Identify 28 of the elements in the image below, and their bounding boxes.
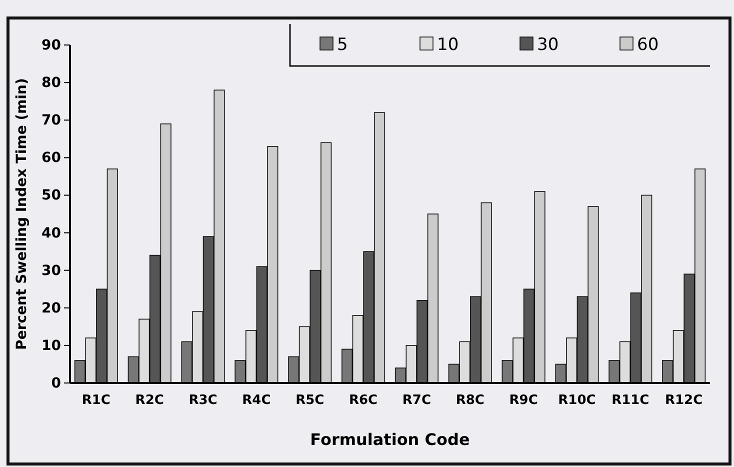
- y-tick-label: 0: [51, 375, 62, 392]
- legend-label: 30: [537, 35, 559, 55]
- x-tick-label: R11C: [612, 393, 650, 408]
- x-tick-label: R6C: [348, 393, 378, 408]
- y-tick-label: 90: [42, 37, 62, 54]
- x-axis-title: Formulation Code: [310, 430, 470, 449]
- x-tick-label: R10C: [558, 393, 596, 408]
- y-tick-label: 60: [42, 150, 62, 166]
- y-tick-label: 50: [42, 188, 62, 204]
- x-tick-label: R3C: [188, 393, 218, 408]
- y-tick-label: 70: [42, 112, 62, 129]
- legend-label: 60: [637, 35, 659, 55]
- x-tick-label: R4C: [242, 393, 271, 408]
- x-tick-label: R5C: [296, 393, 324, 408]
- y-axis-title: Percent Swelling Index Time (min): [14, 78, 30, 350]
- x-tick-label: R8C: [456, 393, 484, 408]
- legend-label: 10: [437, 35, 459, 55]
- y-tick-label: 80: [42, 75, 62, 92]
- y-tick-label: 10: [42, 338, 62, 354]
- x-tick-label: R2C: [135, 393, 164, 408]
- y-tick-label: 20: [42, 300, 62, 316]
- x-tick-label: R9C: [509, 393, 538, 408]
- x-tick-label: R12C: [664, 393, 703, 408]
- x-tick-label: R1C: [82, 393, 110, 408]
- y-tick-label: 40: [42, 225, 62, 242]
- x-tick-label: R7C: [402, 393, 432, 408]
- y-tick-label: 30: [42, 262, 62, 279]
- legend-label: 5: [337, 35, 348, 55]
